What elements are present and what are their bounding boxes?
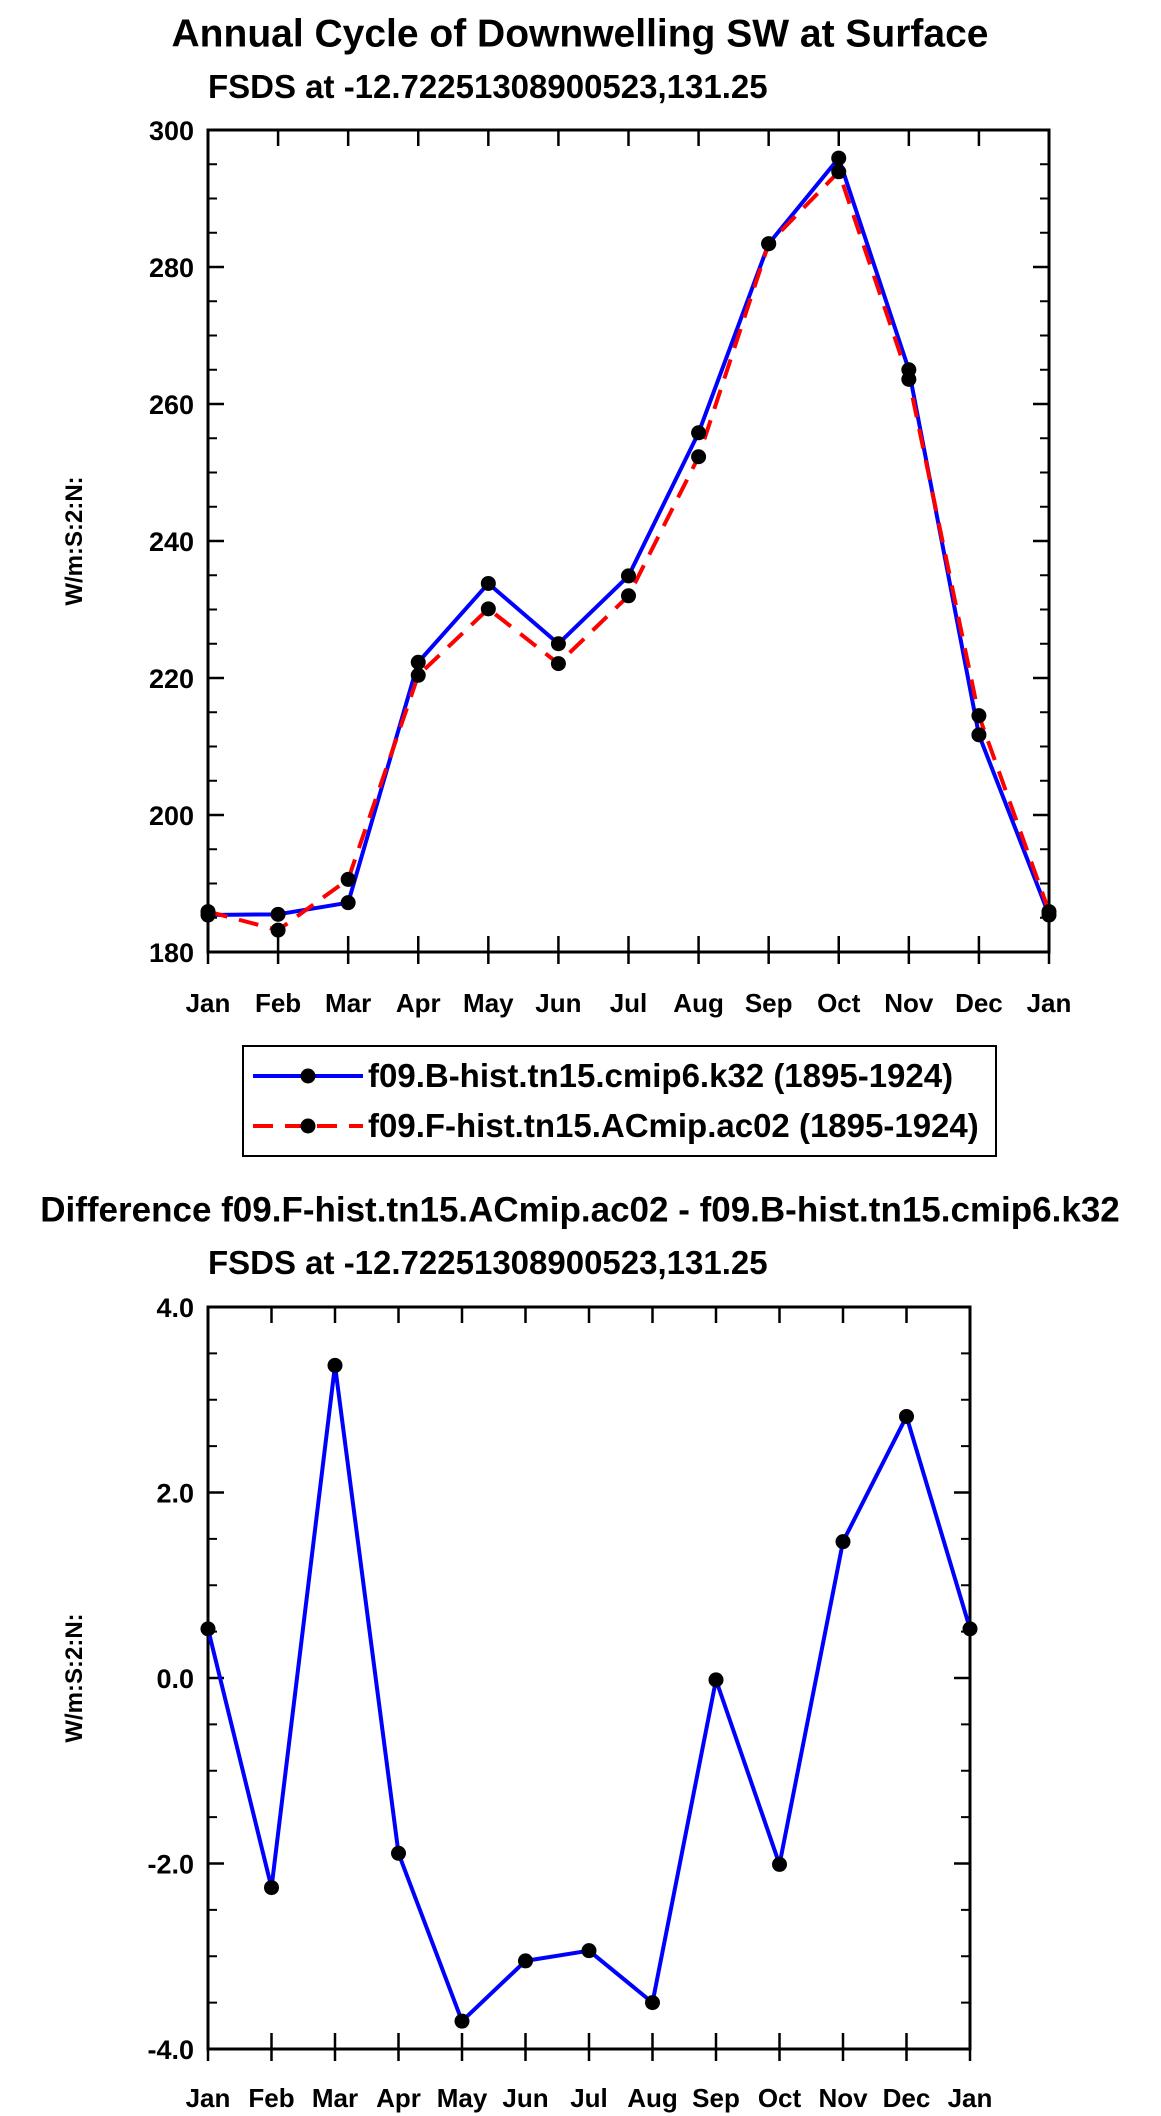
series-line-0 [207,156,1051,918]
data-point-s0-11 [899,1408,914,1424]
x-tick-label-mar: Mar [325,988,371,1018]
data-point-s0-12 [962,1621,978,1637]
data-point-s0-4 [480,575,496,591]
x-tick-label-may: May [437,2083,488,2113]
data-point-s0-9 [772,1856,787,1872]
data-point-s0-8 [708,1672,724,1688]
data-point-s1-3 [410,667,426,683]
data-point-s0-3 [410,654,426,670]
x-tick-label-feb: Feb [248,2083,294,2113]
x-tick-label-aug: Aug [627,2083,678,2113]
x-tick-label-jun: Jun [535,988,581,1018]
data-point-s0-6 [581,1943,597,1959]
x-tick-label-dec: Dec [883,2083,931,2113]
x-tick-label-jul: Jul [570,2083,608,2113]
series-line-0 [206,1363,972,2024]
data-point-s0-5 [550,636,566,652]
legend-label-0: f09.B-hist.tn15.cmip6.k32 (1895-1924) [368,1057,953,1094]
data-point-s1-7 [691,449,707,465]
data-point-s1-4 [480,601,496,617]
data-point-s1-12 [1041,904,1057,920]
x-tick-label-jan: Jan [186,988,231,1018]
legend-box [242,1045,997,1157]
legend-marker-0 [300,1068,316,1084]
data-point-s0-0 [200,1621,216,1637]
data-point-s1-0 [200,904,216,920]
x-tick-label-nov: Nov [818,2083,868,2113]
data-point-s1-8 [761,236,777,252]
plot-frame [206,128,1051,954]
data-point-s0-5 [518,1953,533,1969]
y-tick-label: 0.0 [156,1664,194,1694]
data-point-s0-2 [340,895,356,911]
data-point-s0-3 [391,1845,406,1861]
data-point-s1-9 [831,164,847,180]
y-tick-label: 4.0 [156,1293,194,1323]
data-point-s0-1 [264,1880,279,1896]
x-tick-label-nov: Nov [884,988,934,1018]
data-point-s1-10 [901,371,917,387]
x-tick-label-sep: Sep [692,2083,740,2113]
y-tick-label: 240 [149,527,194,557]
data-point-s1-1 [270,922,286,938]
x-tick-label-dec: Dec [955,988,1003,1018]
chart-subtitle: FSDS at -12.72251308900523,131.25 [208,68,768,105]
data-point-s1-6 [621,588,636,604]
x-tick-label-feb: Feb [255,988,301,1018]
data-point-s0-7 [645,1995,660,2011]
data-point-s1-2 [340,871,356,887]
y-tick-label: 2.0 [156,1479,194,1509]
legend-label-1: f09.F-hist.tn15.ACmip.ac02 (1895-1924) [368,1107,979,1144]
x-tick-label-jul: Jul [610,988,648,1018]
x-tick-label-apr: Apr [396,988,441,1018]
x-tick-label-mar: Mar [312,2083,358,2113]
y-tick-label: 220 [149,664,194,694]
x-tick-label-may: May [463,988,514,1018]
y-tick-label: 260 [149,390,194,420]
x-tick-label-jan: Jan [186,2083,231,2113]
y-axis-label: W/m:S:2:N: [61,1613,88,1742]
data-point-s0-1 [270,906,286,922]
y-tick-label: 180 [149,938,194,968]
y-tick-label: 300 [149,116,194,146]
plot-frame [206,1305,972,2051]
y-tick-label: -2.0 [147,1850,194,1880]
y-axis-label: W/m:S:2:N: [61,476,88,605]
x-tick-label-sep: Sep [745,988,793,1018]
data-point-s1-11 [971,708,987,724]
legend-marker-1 [300,1118,316,1134]
data-point-s1-5 [550,656,566,672]
chart-title: Difference f09.F-hist.tn15.ACmip.ac02 - … [40,1190,1120,1229]
y-tick-label: 200 [149,801,194,831]
data-point-s0-6 [621,568,636,584]
data-point-s0-2 [327,1357,343,1373]
x-tick-label-oct: Oct [758,2083,802,2113]
data-point-s0-9 [831,150,847,166]
data-point-s0-11 [971,727,987,743]
x-tick-label-aug: Aug [673,988,724,1018]
data-point-s0-10 [835,1534,851,1550]
x-tick-label-oct: Oct [817,988,861,1018]
series-line-1 [207,169,1051,933]
y-tick-label: -4.0 [147,2035,194,2065]
y-tick-label: 280 [149,253,194,283]
data-point-s0-4 [454,2013,470,2029]
x-tick-label-jan: Jan [1027,988,1072,1018]
data-point-s0-7 [691,425,707,441]
x-tick-label-jan: Jan [948,2083,993,2113]
x-tick-label-jun: Jun [502,2083,548,2113]
x-tick-label-apr: Apr [376,2083,421,2113]
chart-title: Annual Cycle of Downwelling SW at Surfac… [172,12,989,55]
chart-subtitle: FSDS at -12.72251308900523,131.25 [208,1244,768,1281]
